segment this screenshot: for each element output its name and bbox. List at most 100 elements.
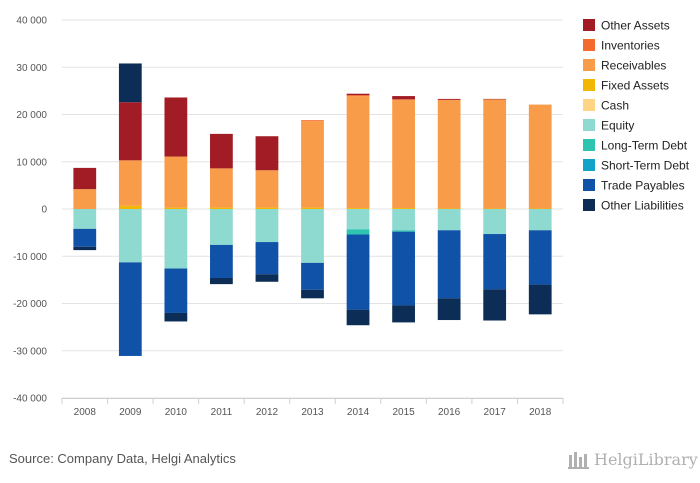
bar-segment [210,207,233,209]
legend-label: Fixed Assets [601,79,669,93]
bar-segment [301,262,324,290]
bar-segment [164,97,188,157]
legend-swatch [583,99,595,111]
bar-segment [255,136,279,171]
legend-label: Other Liabilities [601,199,684,213]
x-tick-label: 2015 [392,407,415,418]
bar-segment [437,99,461,209]
y-tick-label: 0 [41,205,47,216]
bar-segment [346,309,370,326]
bar-segment [73,167,97,190]
bar-segment [210,209,233,245]
legend-swatch [583,159,595,171]
bar-segment [255,242,279,275]
bar-segment [210,133,233,169]
bar-segment [392,208,415,209]
legend-swatch [583,179,595,191]
bar-segment [73,209,97,229]
bar-segment [437,230,461,299]
legend-swatch [583,19,595,31]
legend-swatch [583,119,595,131]
bar-segment [301,120,324,122]
bar-segment [437,98,461,100]
legend-swatch [583,39,595,51]
bar-segment [528,104,552,209]
bar-segment [301,207,324,209]
bar-segment [346,96,370,209]
legend-label: Inventories [601,39,660,53]
y-tick-label: 10 000 [16,157,47,168]
bars [73,63,552,356]
bar-segment [346,229,370,235]
y-tick-label: -10 000 [13,252,47,263]
bar-segment [164,156,188,208]
y-tick-label: -40 000 [13,394,47,405]
bar-segment [118,262,142,356]
bar-segment [164,312,188,322]
bar-segment [437,209,461,231]
bar-segment [346,208,370,209]
x-tick-label: 2013 [301,407,324,418]
x-tick-label: 2011 [211,407,233,418]
bar-segment [301,121,324,208]
bar-segment [118,102,142,161]
bar-segment [73,246,97,251]
bar-segment [210,244,233,278]
x-tick-label: 2010 [165,407,188,418]
bar-segment [210,168,233,208]
x-axis: 2008 2009 2010 2011 2012 2013 2014 2015 2016 2017… [61,398,564,418]
bar-segment [483,234,507,290]
bar-segment [392,231,415,306]
legend: Other Assets Inventories Receivables Fixed … [583,19,690,213]
brand-logo: HelgiLibrary [568,448,698,470]
y-axis-ticks: 40 000 30 000 20 000 10 000 0 -10 000 -20 000 -… [13,16,47,405]
bar-segment [255,170,279,208]
bar-segment [118,209,142,263]
library-icon [568,452,589,469]
y-tick-label: -30 000 [13,346,47,357]
bar-segment [164,209,188,269]
bar-segment [392,230,415,232]
legend-label: Other Assets [601,19,670,33]
x-tick-label: 2012 [256,407,279,418]
bar-segment [528,209,552,231]
legend-swatch [583,79,595,91]
bar-segment [73,189,97,209]
bar-segment [392,96,415,100]
bar-segment [118,63,142,103]
bar-segment [528,230,552,285]
bar-segment [73,228,97,247]
y-tick-label: 40 000 [16,16,47,27]
bar-segment [437,298,461,321]
bar-segment [301,289,324,299]
legend-label: Receivables [601,59,666,73]
y-tick-label: 30 000 [16,63,47,74]
bar-segment [118,160,142,206]
legend-swatch [583,139,595,151]
legend-label: Cash [601,99,629,113]
bar-segment [164,268,188,313]
bar-segment [392,305,415,323]
bar-segment [392,99,415,209]
source-note: Source: Company Data, Helgi Analytics [9,451,236,466]
brand-text: HelgiLibrary [594,449,698,469]
bar-segment [255,209,279,243]
y-tick-label: 20 000 [16,110,47,121]
bar-segment [210,277,233,285]
bar-segment [392,209,415,231]
bar-segment [255,207,279,209]
legend-swatch [583,199,595,211]
bar-segment [483,99,507,209]
chart: 40 000 30 000 20 000 10 000 0 -10 000 -20 000 -… [13,16,690,419]
bar-segment [164,207,188,209]
legend-label: Equity [601,119,634,133]
legend-label: Short-Term Debt [601,159,690,173]
bar-segment [255,274,279,282]
bar-segment [528,284,552,315]
x-tick-label: 2017 [484,407,507,418]
bar-segment [118,205,142,209]
bar-segment [346,93,370,96]
bar-segment [483,209,507,235]
x-tick-label: 2018 [529,407,552,418]
y-tick-label: -20 000 [13,299,47,310]
